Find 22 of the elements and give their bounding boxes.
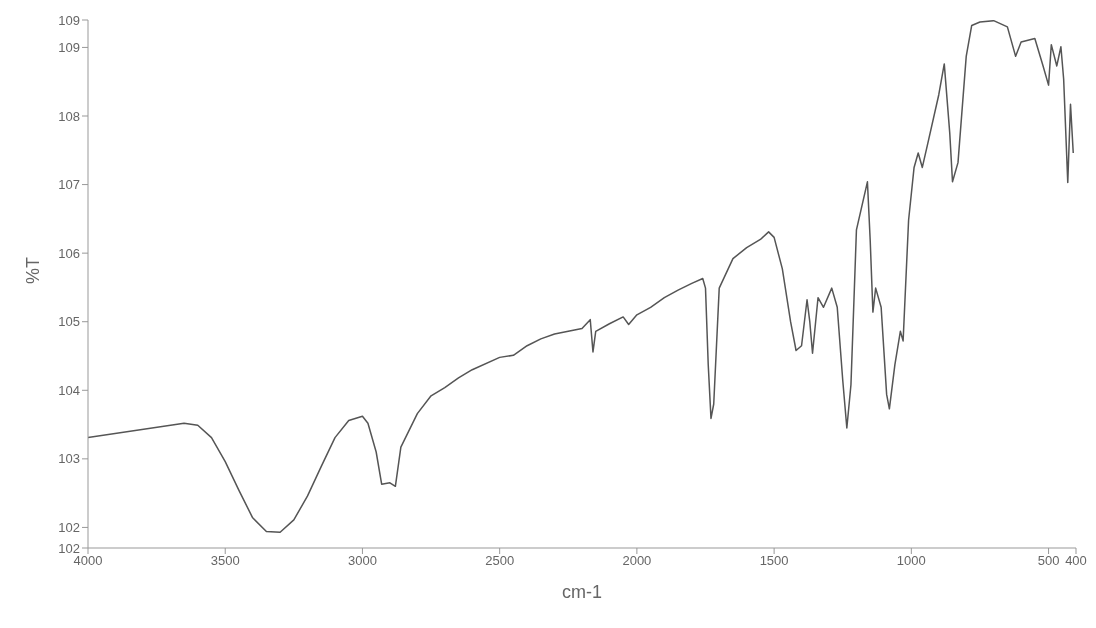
x-tick-label: 2500	[485, 553, 515, 569]
y-tick-label: 109	[58, 12, 80, 28]
x-tick-label: 3500	[210, 553, 240, 569]
y-axis-title: %T	[23, 257, 44, 284]
y-tick-label: 104	[58, 382, 80, 398]
y-tick-label: 102	[58, 540, 80, 556]
x-tick-label: 3000	[347, 553, 377, 569]
x-axis-title: cm-1	[562, 582, 602, 602]
x-tick-label: 500	[1037, 553, 1060, 569]
y-tick-label: 103	[58, 451, 80, 467]
x-tick-label: 2000	[622, 553, 652, 569]
x-tick-label: 400	[1065, 553, 1087, 569]
y-tick-label: 102	[58, 520, 80, 536]
y-tick-label: 108	[58, 108, 80, 124]
x-tick-label: 1000	[896, 553, 926, 569]
y-tick-label: 106	[58, 245, 80, 261]
line-series	[88, 20, 1075, 533]
y-tick-label: 107	[58, 177, 80, 193]
x-tick-label: 1500	[759, 553, 789, 569]
y-tick-label: 109	[58, 40, 80, 56]
x-tick-label: 4000	[73, 553, 103, 569]
y-tick-label: 105	[58, 314, 80, 330]
